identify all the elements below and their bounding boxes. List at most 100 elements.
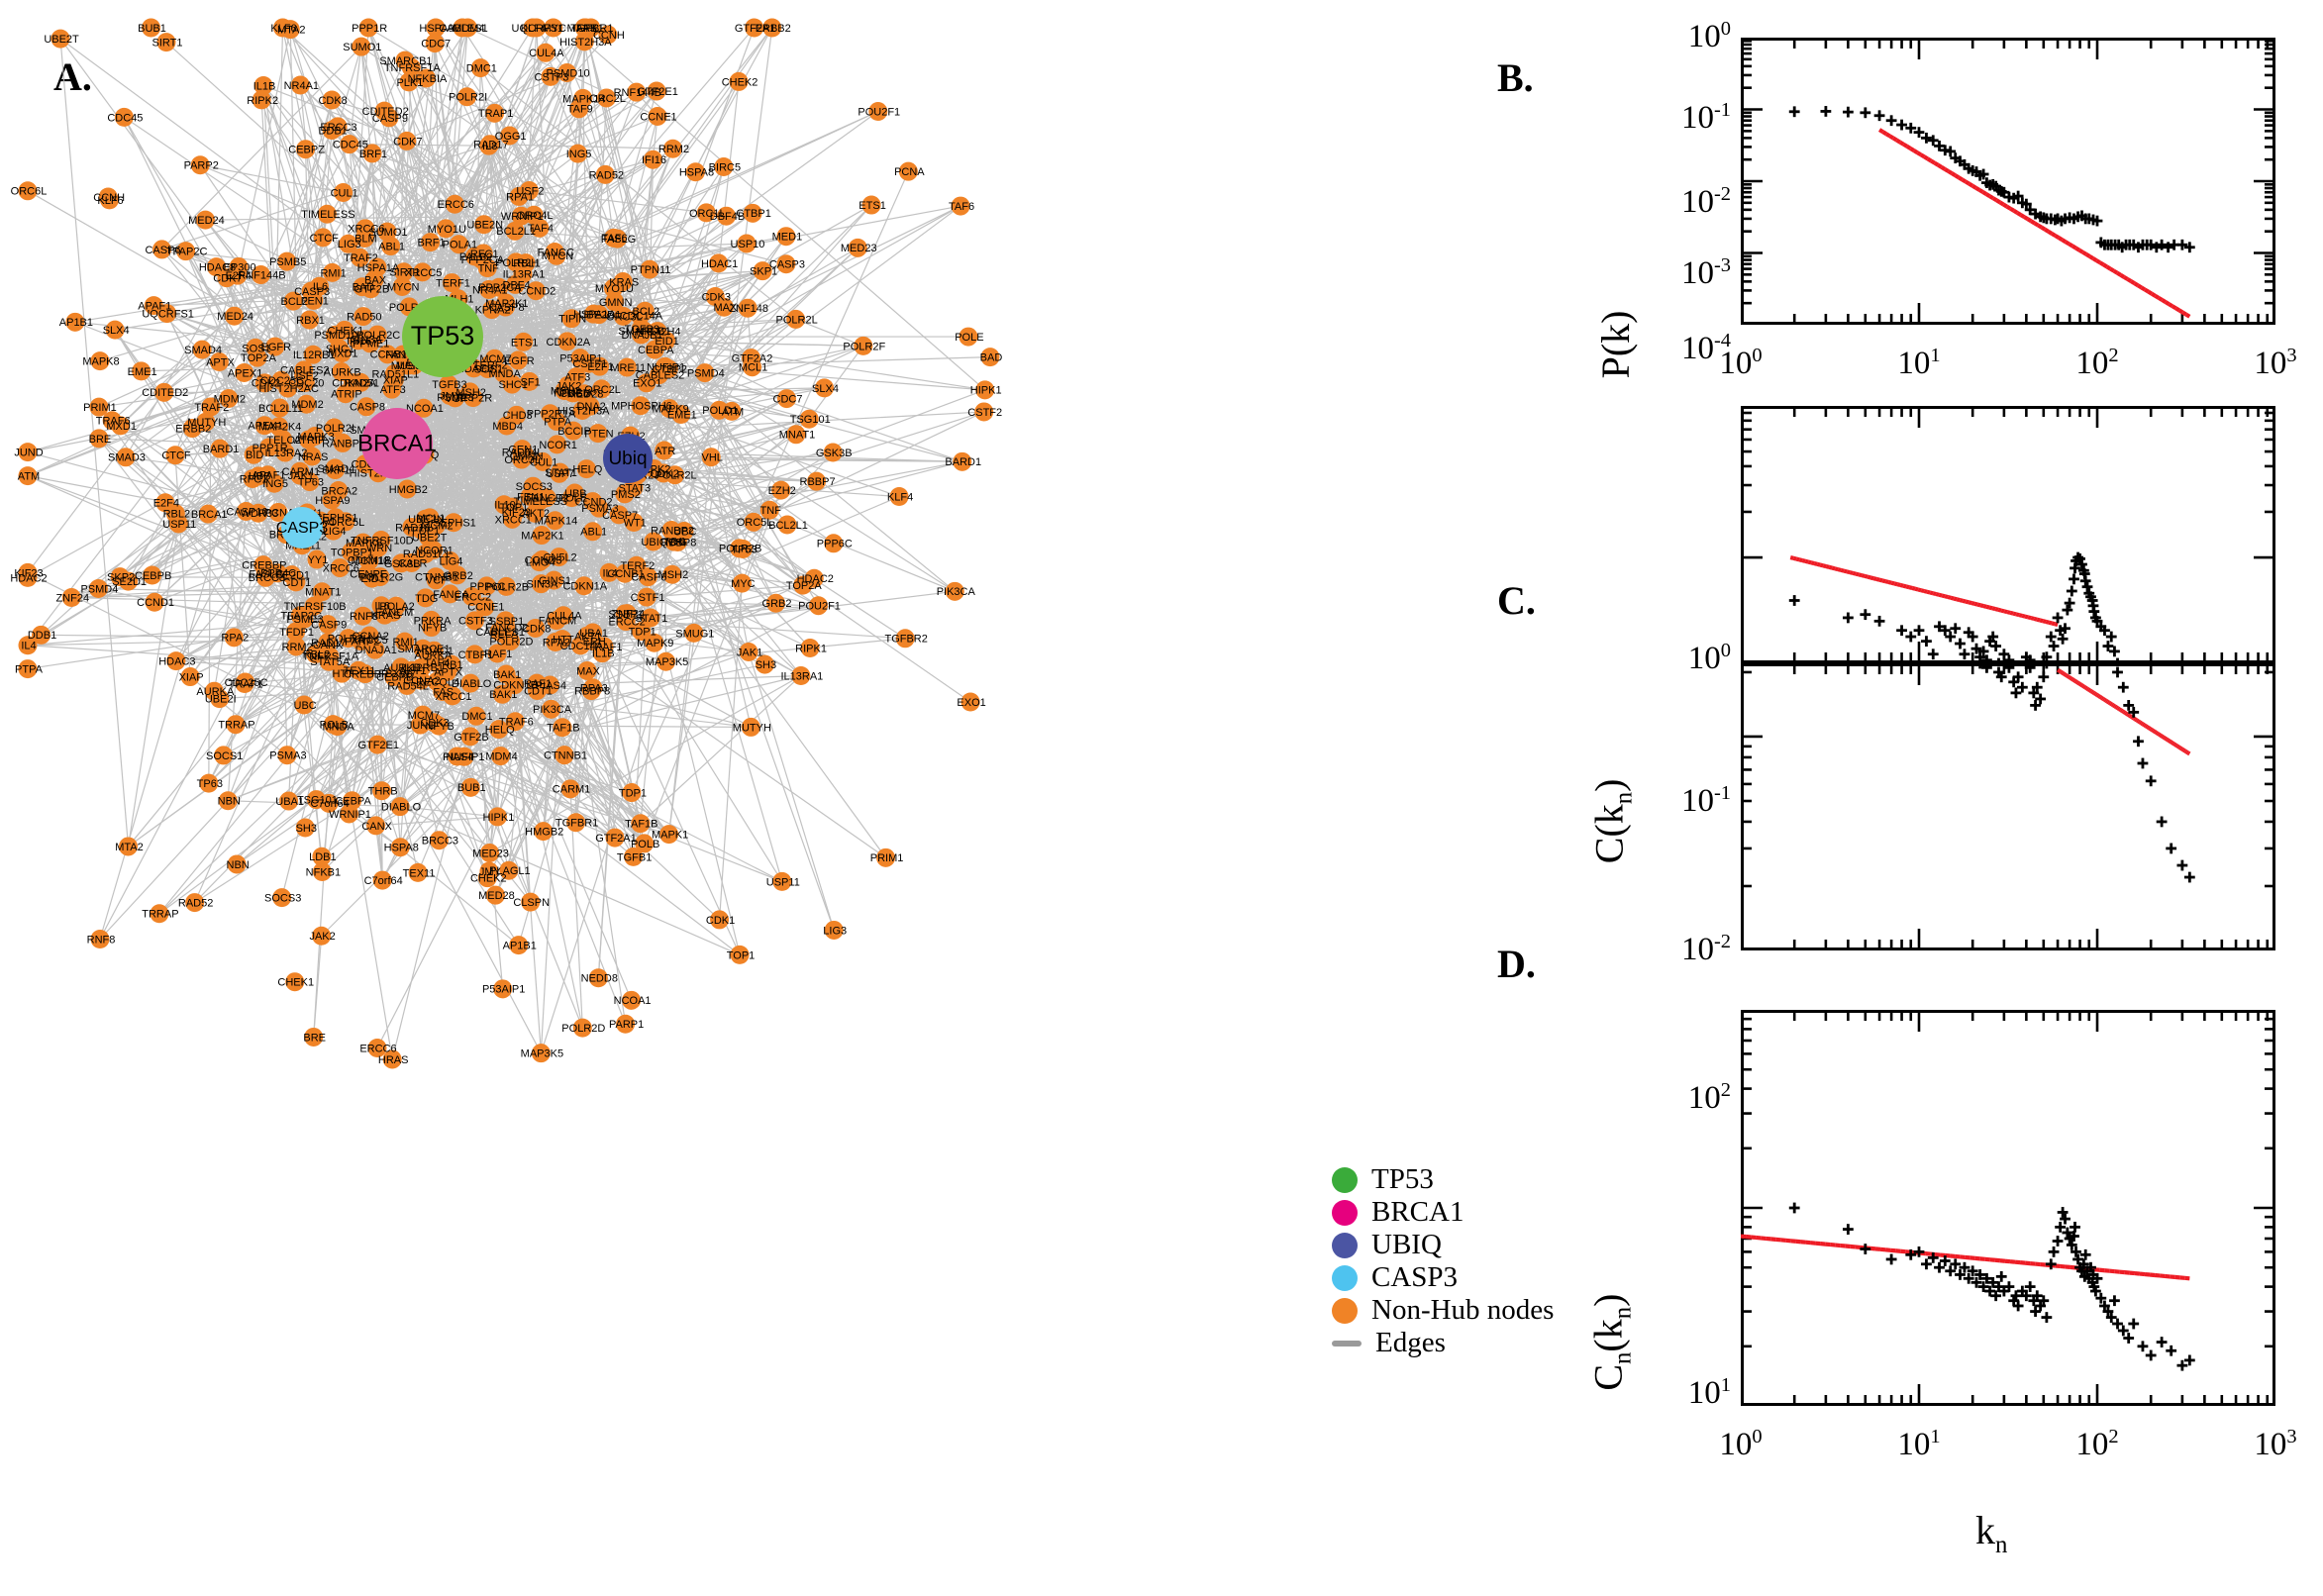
network-node-label: HDAC2 [797,573,834,585]
network-node [355,219,375,239]
network-node-label: CCNA2 [403,675,440,687]
network-node-label: GSK3B [816,448,853,459]
network-node [114,107,134,127]
network-node [295,372,315,392]
network-node [89,429,109,449]
network-node [507,405,527,425]
network-node-label: IL13RA1 [780,670,823,682]
network-node-label: XRCC1 [435,691,471,703]
network-node-label: XRCC5 [351,635,387,647]
network-node [224,628,244,648]
network-node-label: HIPK1 [970,385,1002,397]
network-node [615,563,635,583]
network-node [496,611,516,631]
network-node-label: FANCM [375,607,414,619]
network-node-label: RBL2 [303,648,331,660]
hub-label-tp53: TP53 [411,321,475,350]
network-node-label: CDKN1B [348,554,392,566]
network-node-label: MRE11 [610,362,646,374]
network-node-label: NBN [227,859,250,871]
network-node-label: JAK1 [288,470,314,482]
network-node [705,286,725,306]
plot-fit-line [1741,1234,2190,1281]
network-node-label: CASP7 [602,510,638,522]
network-node [631,814,651,834]
network-node-label: CABLES2 [280,365,330,377]
network-node [89,397,109,417]
network-node [399,72,419,92]
network-node-label: RNF144B [238,269,285,281]
network-node-label: CEBPA [335,796,371,808]
network-node-label: RAD17 [311,638,346,649]
network-node-label: PIAS4 [536,680,566,692]
network-node-label: CUL4A [547,611,582,623]
network-node [294,695,314,715]
network-node [275,443,295,462]
network-node-label: MCM2 [421,521,453,533]
network-node [759,500,779,520]
network-node-label: CASP6 [631,572,666,584]
network-node-label: GTF2E1 [357,740,399,751]
network-node [807,471,827,491]
network-node-label: CDC6 [559,388,589,400]
network-node-label: IFI16 [347,336,371,348]
network-node-label: MTA2 [277,25,306,37]
network-node-label: HSPA9 [419,23,454,35]
network-node-label: NFKBIA [408,73,448,85]
network-node-label: CASP9 [372,113,408,125]
network-node [574,18,594,38]
network-node-label: DDB1 [318,125,347,137]
network-node-label: PSMD4 [687,367,725,379]
network-node [111,416,131,436]
network-node-label: CSTF3 [535,71,569,83]
network-node-label: JMY [440,390,462,402]
network-node [485,349,505,368]
network-node [505,221,525,241]
plot-ticks [1741,406,2275,663]
network-node [648,106,667,126]
network-node [414,398,434,418]
network-node-label: CDKN1A [562,581,607,593]
network-node [959,327,978,347]
network-node-label: SSBP1 [608,609,643,621]
network-node [310,276,330,296]
network-node-label: TGFB3 [432,379,466,391]
legend-item-ubiq: UBIQ [1332,1229,1560,1261]
plot-d-xtick-1e3: 103 [2254,1426,2297,1462]
network-node [351,372,370,392]
network-node-label: BRCC3 [422,836,458,848]
network-node [730,945,750,964]
network-node-label: TAF6 [949,201,974,213]
network-node-label: BRE [89,434,112,446]
network-node [312,926,332,946]
network-node [701,448,721,467]
network-node [876,848,896,867]
network-node-label: CSTF1 [572,358,607,370]
network-node-label: MAPK1 [652,830,688,842]
legend-swatch-edges [1332,1340,1362,1347]
network-node-label: CDITED2 [362,106,409,118]
network-node-label: PIAS4 [443,751,473,763]
network-node [555,381,574,401]
network-node-label: CCNH [593,30,625,42]
network-node-label: POLR2B [486,581,529,593]
network-node [253,75,273,95]
network-node-label: APEX1 [228,367,262,379]
network-node-label: XRCC5 [405,267,442,279]
network-node-label: PIK3CA [533,704,572,716]
network-node [413,262,433,282]
network-node-label: AKT1 [399,665,427,677]
network-node [330,558,350,578]
network-node-label: MSH2 [658,569,689,581]
network-node [397,131,417,150]
network-node [259,438,279,457]
network-node [442,273,461,293]
network-node-label: SMAD4 [184,345,222,356]
network-node [336,512,355,532]
network-node-label: POLE [558,493,587,505]
network-node-label: TDP1 [629,626,656,638]
network-node-label: MAPK14 [562,93,605,105]
network-node-label: BCL2 [281,296,309,308]
network-node-label: SMARCB1 [379,55,432,67]
network-node-label: RELA [490,629,519,641]
